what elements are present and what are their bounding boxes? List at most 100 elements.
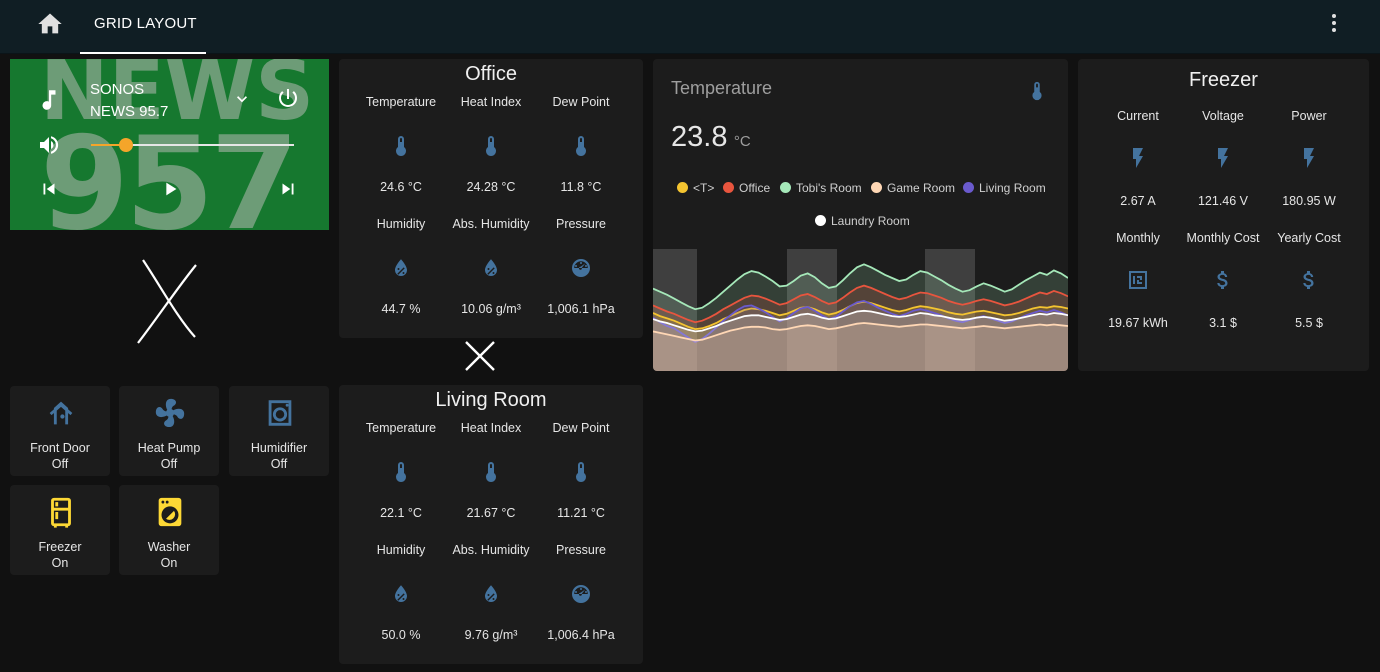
album-art: NEWS 957 bbox=[10, 59, 329, 230]
tile-humidifier[interactable]: Humidifier Off bbox=[229, 386, 329, 476]
overflow-menu-button[interactable] bbox=[1322, 10, 1346, 36]
series-line-4[interactable] bbox=[653, 299, 1068, 344]
sensor-value: 1,006.1 hPa bbox=[547, 302, 615, 316]
legend-item[interactable]: Game Room bbox=[871, 181, 955, 195]
sensor-value: 19.67 kWh bbox=[1108, 316, 1168, 330]
skip-next-icon[interactable] bbox=[277, 178, 299, 200]
humidifier-icon bbox=[268, 400, 292, 426]
series-line-5[interactable] bbox=[653, 309, 1068, 333]
tile-name: Washer bbox=[147, 540, 191, 554]
legend-label: Laundry Room bbox=[831, 214, 910, 228]
sensor-value: 24.28 °C bbox=[466, 180, 516, 194]
sensor-label: Monthly bbox=[1116, 231, 1160, 245]
power-icon[interactable] bbox=[276, 86, 300, 110]
temperature-graph-card[interactable]: Temperature 23.8 °C <T> Office Tobi's Room… bbox=[653, 59, 1068, 371]
legend-item[interactable]: Tobi's Room bbox=[780, 181, 862, 195]
sensor-value: 3.1 $ bbox=[1209, 316, 1237, 330]
media-source: SONOS bbox=[90, 81, 145, 98]
legend-swatch bbox=[871, 182, 882, 193]
graph-current-value: 23.8 bbox=[671, 121, 728, 153]
fridge-icon bbox=[51, 497, 71, 528]
app-toolbar: GRID LAYOUT bbox=[0, 0, 1380, 54]
series-area-5 bbox=[653, 310, 1068, 371]
series-line-1[interactable] bbox=[653, 284, 1068, 324]
tile-state: Off bbox=[51, 457, 69, 471]
tile-freezer[interactable]: Freezer On bbox=[10, 485, 110, 575]
play-icon[interactable] bbox=[159, 178, 181, 200]
album-art-text-bottom: 957 bbox=[40, 110, 299, 231]
sensor-icon-wrap bbox=[1297, 146, 1321, 175]
volume-slider-handle[interactable] bbox=[118, 138, 133, 152]
skip-previous-icon[interactable] bbox=[38, 178, 60, 200]
series-area-3 bbox=[653, 323, 1068, 371]
sensor-value: 1,006.4 hPa bbox=[547, 628, 615, 642]
sensor-icon-wrap bbox=[1126, 268, 1150, 297]
tile-washer[interactable]: Washer On bbox=[119, 485, 219, 575]
sensor-label: Abs. Humidity bbox=[452, 543, 530, 557]
series-line-2[interactable] bbox=[653, 263, 1068, 311]
sensor-icon-wrap bbox=[569, 256, 593, 285]
x-decoration-small bbox=[465, 341, 495, 371]
series-area-2 bbox=[653, 264, 1068, 371]
home-icon bbox=[38, 13, 62, 34]
x-decoration bbox=[137, 259, 197, 344]
sensor-label: Humidity bbox=[376, 543, 426, 557]
tab-grid-layout[interactable]: GRID LAYOUT bbox=[80, 0, 206, 54]
tile-name: Front Door bbox=[30, 441, 90, 455]
tile-front-door[interactable]: Front Door Off bbox=[10, 386, 110, 476]
legend-item[interactable]: Office bbox=[723, 181, 770, 195]
sensor-label: Pressure bbox=[555, 543, 607, 557]
tile-state: On bbox=[160, 556, 178, 570]
sensor-value: 2.67 A bbox=[1120, 194, 1156, 208]
door-icon bbox=[49, 401, 73, 425]
tile-icon-wrap bbox=[44, 495, 78, 534]
water-percent-icon bbox=[485, 259, 497, 276]
sensor-icon-wrap bbox=[389, 582, 413, 611]
sensor-icon-wrap bbox=[1297, 268, 1321, 297]
tile-state: Off bbox=[270, 457, 288, 471]
sensor-value: 21.67 °C bbox=[466, 506, 516, 520]
volume-slider-fill bbox=[91, 144, 126, 146]
chevron-down-icon[interactable] bbox=[232, 89, 252, 109]
sensor-label: Dew Point bbox=[552, 421, 610, 435]
sensor-label: Yearly Cost bbox=[1277, 231, 1341, 245]
tile-icon-wrap bbox=[44, 396, 78, 435]
temperature-chart[interactable] bbox=[653, 249, 1068, 371]
tile-heat-pump[interactable]: Heat Pump Off bbox=[119, 386, 219, 476]
sensor-icon-wrap bbox=[389, 256, 413, 285]
sensor-label: Humidity bbox=[376, 217, 426, 231]
sensor-icon-wrap bbox=[479, 582, 503, 611]
sensor-value: 180.95 W bbox=[1282, 194, 1336, 208]
sensor-label: Abs. Humidity bbox=[452, 217, 530, 231]
legend-item[interactable]: Living Room bbox=[963, 181, 1046, 195]
sensor-label: Heat Index bbox=[460, 421, 522, 435]
thermometer-icon bbox=[486, 136, 496, 156]
tile-name: Freezer bbox=[38, 540, 82, 554]
flash-icon bbox=[1133, 148, 1143, 168]
music-note-icon bbox=[42, 90, 56, 110]
legend-item[interactable]: <T> bbox=[677, 181, 714, 195]
sensor-icon-wrap bbox=[569, 582, 593, 611]
tile-icon-wrap bbox=[263, 396, 297, 435]
legend-swatch bbox=[780, 182, 791, 193]
card-title: Freezer bbox=[1189, 69, 1258, 91]
sensor-icon-wrap bbox=[389, 460, 413, 489]
volume-slider[interactable] bbox=[91, 138, 294, 152]
water-percent-icon bbox=[395, 585, 407, 602]
volume-high-icon[interactable] bbox=[37, 133, 61, 157]
legend-swatch bbox=[677, 182, 688, 193]
sensor-icon-wrap bbox=[569, 134, 593, 163]
sensor-value: 22.1 °C bbox=[380, 506, 422, 520]
legend-item[interactable]: Laundry Room bbox=[815, 214, 910, 228]
sensor-icon-wrap bbox=[1126, 146, 1150, 175]
sensor-icon-wrap bbox=[569, 460, 593, 489]
series-line-3[interactable] bbox=[653, 322, 1068, 342]
legend-swatch bbox=[723, 182, 734, 193]
card-title: Living Room bbox=[435, 389, 547, 411]
home-button[interactable] bbox=[36, 10, 64, 38]
sensor-label: Monthly Cost bbox=[1186, 231, 1260, 245]
currency-usd-icon bbox=[1217, 271, 1228, 289]
album-art-text-top: NEWS bbox=[40, 59, 315, 139]
water-percent-icon bbox=[395, 259, 407, 276]
thermometer-icon bbox=[396, 136, 406, 156]
